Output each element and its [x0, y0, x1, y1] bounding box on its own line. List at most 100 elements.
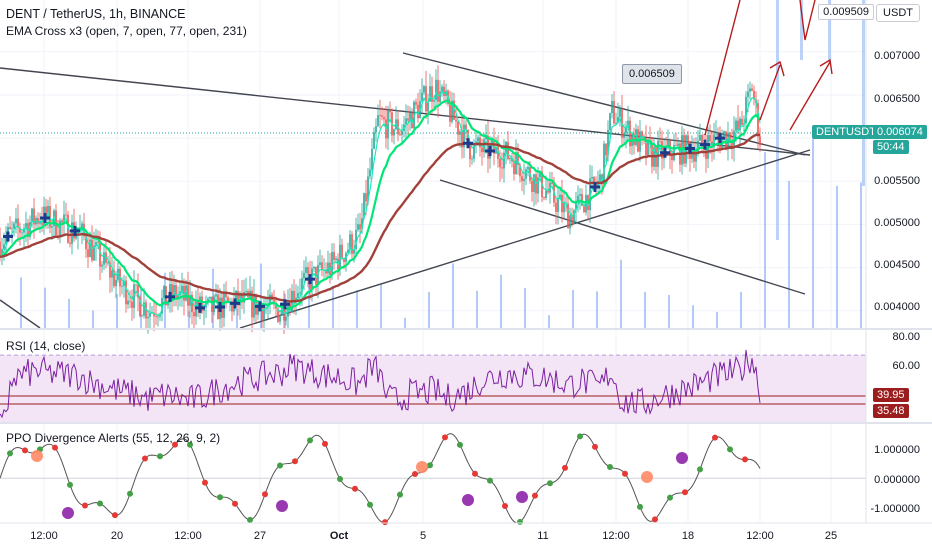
candle-body — [607, 129, 609, 156]
candle-body — [633, 133, 635, 146]
candle-body — [533, 174, 535, 192]
candle-body — [307, 267, 309, 274]
volume-bar — [236, 309, 238, 328]
arrow-line — [704, 0, 741, 136]
candles — [0, 65, 761, 335]
trend-line — [0, 299, 41, 329]
volume-bar — [668, 295, 670, 328]
time-label: Oct — [329, 530, 349, 542]
candle-body — [273, 299, 275, 303]
price-tick: 0.005500 — [874, 175, 920, 187]
candle-body — [555, 202, 557, 212]
candle-body — [9, 226, 11, 229]
candle-body — [147, 316, 149, 319]
candle-body — [557, 199, 559, 212]
ema-cross-markers — [3, 133, 725, 313]
candle-body — [723, 131, 725, 137]
candle-body — [313, 266, 315, 269]
ppo-alert-dot — [22, 447, 28, 454]
candle-body — [379, 115, 381, 116]
candle-body — [509, 158, 511, 160]
candle-body — [455, 119, 457, 122]
candle-body — [359, 224, 361, 230]
ppo-alert-dot — [232, 500, 238, 507]
candle-body — [285, 316, 287, 321]
candle-body — [85, 236, 87, 250]
candle-body — [127, 300, 129, 305]
price-tick: 0.004000 — [874, 301, 920, 313]
candle-body — [111, 270, 113, 278]
ppo-polyline — [0, 433, 761, 524]
ppo-alert-dot — [52, 444, 58, 451]
chart-title: DENT / TetherUS, 1h, BINANCE — [6, 7, 186, 21]
candle-body — [155, 316, 157, 318]
candle-body — [543, 197, 545, 198]
candle-body — [81, 223, 83, 229]
candle-body — [731, 142, 733, 147]
ppo-alert-dot — [397, 491, 403, 498]
candle-body — [567, 203, 569, 229]
ppo-divergence-marker — [31, 450, 43, 462]
ppo-alert-dot — [97, 500, 103, 507]
candle-body — [441, 86, 443, 92]
ppo-alert-dot — [367, 501, 373, 508]
ppo-alert-dot — [82, 502, 88, 509]
candle-body — [477, 137, 479, 142]
candle-body — [1, 249, 3, 257]
candle-body — [451, 100, 453, 122]
ppo-alert-dot — [577, 433, 583, 440]
candle-body — [645, 137, 647, 155]
currency-button[interactable]: USDT — [876, 4, 920, 22]
candle-body — [513, 161, 515, 175]
candle-body — [91, 239, 93, 261]
volume-bar — [716, 311, 718, 328]
ppo-alert-dot — [532, 492, 538, 499]
candle-body — [153, 312, 155, 317]
ppo-title[interactable]: PPO Divergence Alerts (55, 12, 26, 9, 2) — [6, 431, 221, 445]
ppo-alert-dot — [382, 519, 388, 526]
volume-bar — [188, 311, 190, 328]
volume-bar — [356, 290, 358, 328]
volume-bar — [452, 263, 454, 328]
candle-body — [279, 315, 281, 322]
ppo-alert-dot — [562, 464, 568, 471]
cross-marker — [165, 291, 175, 302]
ppo-tick: 0.000000 — [874, 474, 920, 486]
candle-body — [551, 182, 553, 184]
volume-bar — [828, 0, 831, 62]
rsi-polyline — [0, 349, 761, 419]
candle-body — [469, 144, 471, 160]
ppo-alert-dot — [142, 455, 148, 462]
candle-body — [237, 290, 239, 306]
candle-body — [479, 137, 481, 148]
ppo-alert-dot — [157, 453, 163, 460]
volume-bar — [476, 290, 478, 328]
candle-body — [227, 297, 229, 303]
candle-body — [137, 284, 139, 298]
ppo-alert-dot — [712, 434, 718, 441]
symbol-price-tag: DENTUSDT — [812, 125, 880, 139]
candle-body — [747, 91, 749, 97]
ema-lines — [0, 90, 761, 316]
candle-body — [135, 284, 137, 286]
volume-bar — [620, 259, 622, 328]
candle-body — [495, 146, 497, 154]
candle-body — [263, 308, 265, 321]
candle-body — [519, 164, 521, 177]
candle-body — [745, 96, 747, 124]
volume-bar — [788, 180, 790, 328]
candle-body — [523, 178, 525, 181]
candle-body — [599, 174, 601, 181]
rsi-title[interactable]: RSI (14, close) — [6, 339, 86, 353]
candle-body — [443, 86, 445, 96]
candle-body — [537, 177, 539, 194]
ppo-alert-dot — [7, 450, 13, 457]
ema-indicator-legend[interactable]: EMA Cross x3 (open, 7, open, 77, open, 2… — [6, 24, 247, 38]
candle-body — [69, 242, 71, 244]
candle-body — [95, 242, 97, 246]
trend-line — [239, 149, 811, 329]
volume-bar — [812, 139, 814, 328]
candle-body — [709, 135, 711, 142]
ppo-alert-dot — [742, 456, 748, 463]
